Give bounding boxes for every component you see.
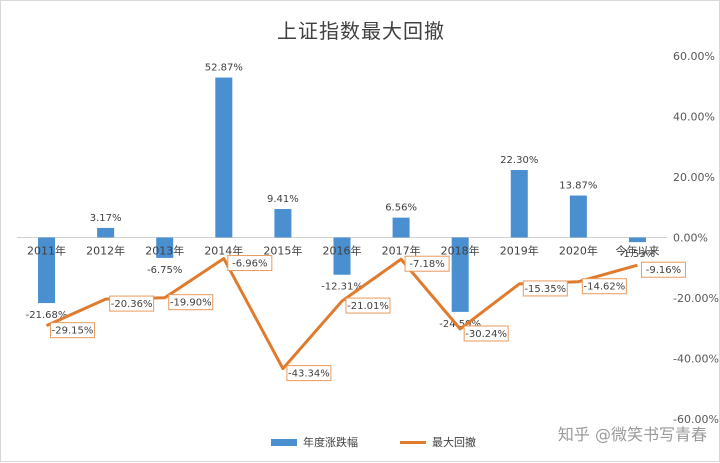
x-category-label: 2017年 [382, 244, 421, 258]
line-value-label: -20.36% [111, 299, 153, 310]
bar [215, 77, 233, 238]
line-value-label: -7.18% [409, 259, 444, 270]
x-category-label: 2011年 [27, 244, 66, 258]
line-value-box [463, 325, 509, 342]
x-category-label: 2018年 [441, 244, 480, 258]
legend-line-swatch [400, 440, 426, 444]
x-category-label: 2013年 [145, 244, 184, 258]
bar [569, 195, 587, 238]
y-tick-label: 0.00% [673, 232, 708, 245]
bar-value-label: 22.30% [500, 155, 538, 166]
bar [333, 237, 351, 275]
bar-value-label: 9.41% [267, 194, 299, 205]
y-tick-label: 40.00% [673, 111, 715, 124]
x-category-label: 今年以来 [615, 244, 659, 258]
bar [510, 170, 528, 238]
x-category-label: 2015年 [263, 244, 302, 258]
line-value-box [522, 280, 568, 297]
bar [156, 237, 174, 258]
bar [38, 237, 56, 304]
line-value-box [581, 278, 627, 295]
line-value-box [640, 261, 686, 278]
line-value-box [227, 255, 273, 272]
x-category-label: 2019年 [500, 244, 539, 258]
y-tick-label: -40.00% [673, 353, 719, 366]
bar-value-label: -12.31% [321, 282, 363, 293]
bar [274, 209, 292, 238]
x-category-label: 2020年 [559, 244, 598, 258]
line-value-box [404, 255, 450, 272]
watermark: 知乎 @微笑书写青春 [557, 425, 707, 444]
legend-label-line: 最大回撤 [432, 436, 476, 449]
y-tick-label: -20.00% [673, 292, 719, 305]
legend-item-bars[interactable]: 年度涨跌幅 [271, 434, 358, 450]
line-value-box [286, 365, 332, 382]
line-value-label: -19.90% [170, 298, 212, 309]
bar [97, 227, 115, 238]
line-value-label: -15.35% [524, 284, 566, 295]
y-tick-label: 60.00% [673, 50, 715, 63]
line-value-label: -6.96% [232, 259, 267, 270]
y-tick-label: -60.00% [673, 413, 719, 426]
line-value-label: -14.62% [583, 282, 625, 293]
line-value-label: -43.34% [288, 369, 330, 380]
line-value-box [168, 294, 214, 311]
legend-item-line[interactable]: 最大回撤 [400, 434, 476, 450]
x-category-label: 2014年 [204, 244, 243, 258]
chart-title: 上证指数最大回撤 [277, 19, 445, 43]
x-category-label: 2012年 [86, 244, 125, 258]
x-category-label: 2016年 [323, 244, 362, 258]
bar-value-label: 13.87% [559, 181, 597, 192]
bar-value-label: 6.56% [385, 203, 417, 214]
legend-label-bars: 年度涨跌幅 [303, 436, 358, 449]
bar-value-label: -24.59% [439, 319, 481, 330]
chart-legend: 年度涨跌幅 最大回撤 [271, 434, 476, 450]
line-value-label: -9.16% [646, 265, 681, 276]
line-value-box [109, 295, 155, 312]
line-value-label: -29.15% [52, 326, 94, 337]
bar-value-label: -1.53% [620, 249, 655, 260]
bar [451, 237, 469, 312]
y-tick-label: 20.00% [673, 171, 715, 184]
bar-value-label: 52.87% [205, 63, 243, 74]
line-value-label: -30.24% [465, 329, 507, 340]
bar-value-label: -6.75% [147, 265, 182, 276]
line-value-label: -21.01% [347, 301, 389, 312]
bar-value-label: -21.68% [26, 310, 68, 321]
drawdown-line [45, 257, 638, 371]
bar-value-label: 3.17% [90, 213, 122, 224]
line-value-box [50, 322, 96, 339]
legend-bar-swatch [271, 438, 297, 446]
bar [628, 237, 646, 243]
line-value-box [345, 297, 391, 314]
bar [392, 217, 410, 238]
